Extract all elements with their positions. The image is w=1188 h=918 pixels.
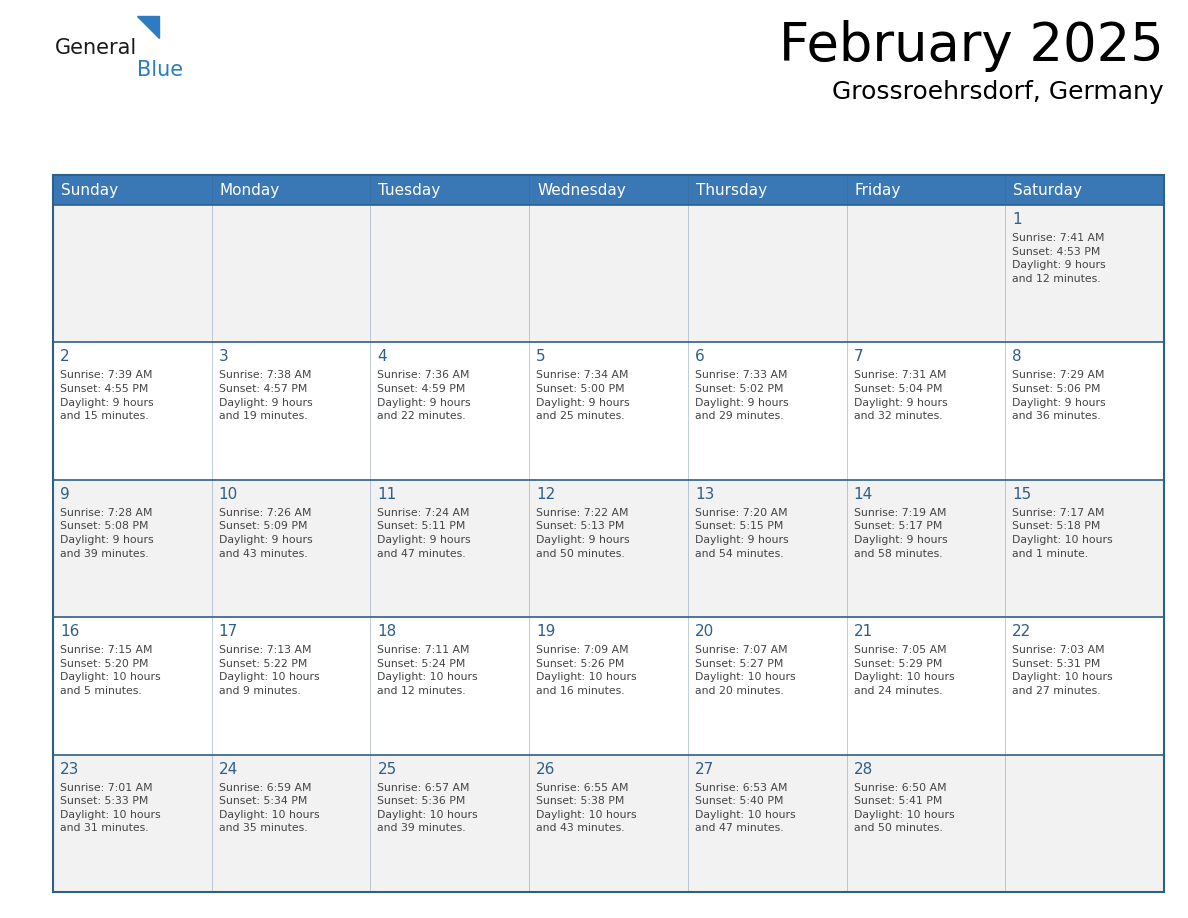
Text: Sunrise: 6:59 AM
Sunset: 5:34 PM
Daylight: 10 hours
and 35 minutes.: Sunrise: 6:59 AM Sunset: 5:34 PM Dayligh… (219, 783, 320, 834)
Text: Sunrise: 7:17 AM
Sunset: 5:18 PM
Daylight: 10 hours
and 1 minute.: Sunrise: 7:17 AM Sunset: 5:18 PM Dayligh… (1012, 508, 1113, 558)
Text: 15: 15 (1012, 487, 1031, 502)
Text: Sunrise: 6:53 AM
Sunset: 5:40 PM
Daylight: 10 hours
and 47 minutes.: Sunrise: 6:53 AM Sunset: 5:40 PM Dayligh… (695, 783, 796, 834)
Bar (53, 480, 1164, 617)
Text: Sunrise: 6:50 AM
Sunset: 5:41 PM
Daylight: 10 hours
and 50 minutes.: Sunrise: 6:50 AM Sunset: 5:41 PM Dayligh… (853, 783, 954, 834)
Text: Sunrise: 7:09 AM
Sunset: 5:26 PM
Daylight: 10 hours
and 16 minutes.: Sunrise: 7:09 AM Sunset: 5:26 PM Dayligh… (536, 645, 637, 696)
Text: Friday: Friday (854, 183, 901, 197)
Text: Saturday: Saturday (1013, 183, 1082, 197)
Text: Sunrise: 7:36 AM
Sunset: 4:59 PM
Daylight: 9 hours
and 22 minutes.: Sunrise: 7:36 AM Sunset: 4:59 PM Dayligh… (378, 370, 472, 421)
Text: Sunrise: 6:55 AM
Sunset: 5:38 PM
Daylight: 10 hours
and 43 minutes.: Sunrise: 6:55 AM Sunset: 5:38 PM Dayligh… (536, 783, 637, 834)
Text: Sunrise: 7:20 AM
Sunset: 5:15 PM
Daylight: 9 hours
and 54 minutes.: Sunrise: 7:20 AM Sunset: 5:15 PM Dayligh… (695, 508, 789, 558)
Text: Sunrise: 7:01 AM
Sunset: 5:33 PM
Daylight: 10 hours
and 31 minutes.: Sunrise: 7:01 AM Sunset: 5:33 PM Dayligh… (61, 783, 160, 834)
Text: 7: 7 (853, 350, 864, 364)
Text: Sunrise: 7:03 AM
Sunset: 5:31 PM
Daylight: 10 hours
and 27 minutes.: Sunrise: 7:03 AM Sunset: 5:31 PM Dayligh… (1012, 645, 1113, 696)
Text: Sunrise: 7:28 AM
Sunset: 5:08 PM
Daylight: 9 hours
and 39 minutes.: Sunrise: 7:28 AM Sunset: 5:08 PM Dayligh… (61, 508, 153, 558)
Text: 27: 27 (695, 762, 714, 777)
Text: Sunrise: 7:24 AM
Sunset: 5:11 PM
Daylight: 9 hours
and 47 minutes.: Sunrise: 7:24 AM Sunset: 5:11 PM Dayligh… (378, 508, 472, 558)
Text: Monday: Monday (220, 183, 280, 197)
Bar (53, 617, 1164, 755)
Text: Sunrise: 7:11 AM
Sunset: 5:24 PM
Daylight: 10 hours
and 12 minutes.: Sunrise: 7:11 AM Sunset: 5:24 PM Dayligh… (378, 645, 478, 696)
Text: 4: 4 (378, 350, 387, 364)
Text: Tuesday: Tuesday (379, 183, 441, 197)
Text: General: General (55, 38, 138, 58)
Text: 6: 6 (695, 350, 704, 364)
Text: 9: 9 (61, 487, 70, 502)
Text: Sunrise: 7:41 AM
Sunset: 4:53 PM
Daylight: 9 hours
and 12 minutes.: Sunrise: 7:41 AM Sunset: 4:53 PM Dayligh… (1012, 233, 1106, 284)
Text: Sunrise: 7:34 AM
Sunset: 5:00 PM
Daylight: 9 hours
and 25 minutes.: Sunrise: 7:34 AM Sunset: 5:00 PM Dayligh… (536, 370, 630, 421)
Text: Sunrise: 7:05 AM
Sunset: 5:29 PM
Daylight: 10 hours
and 24 minutes.: Sunrise: 7:05 AM Sunset: 5:29 PM Dayligh… (853, 645, 954, 696)
Text: 12: 12 (536, 487, 556, 502)
Text: 14: 14 (853, 487, 873, 502)
Text: 16: 16 (61, 624, 80, 639)
Bar (53, 342, 1164, 480)
Text: Sunrise: 7:33 AM
Sunset: 5:02 PM
Daylight: 9 hours
and 29 minutes.: Sunrise: 7:33 AM Sunset: 5:02 PM Dayligh… (695, 370, 789, 421)
Text: Sunrise: 7:19 AM
Sunset: 5:17 PM
Daylight: 9 hours
and 58 minutes.: Sunrise: 7:19 AM Sunset: 5:17 PM Dayligh… (853, 508, 947, 558)
Text: 2: 2 (61, 350, 70, 364)
Bar (53, 175, 1164, 892)
Text: 20: 20 (695, 624, 714, 639)
Text: 11: 11 (378, 487, 397, 502)
Text: 13: 13 (695, 487, 714, 502)
Bar (53, 755, 1164, 892)
Text: 5: 5 (536, 350, 545, 364)
Polygon shape (137, 16, 159, 38)
Text: Sunrise: 6:57 AM
Sunset: 5:36 PM
Daylight: 10 hours
and 39 minutes.: Sunrise: 6:57 AM Sunset: 5:36 PM Dayligh… (378, 783, 478, 834)
Text: Sunrise: 7:07 AM
Sunset: 5:27 PM
Daylight: 10 hours
and 20 minutes.: Sunrise: 7:07 AM Sunset: 5:27 PM Dayligh… (695, 645, 796, 696)
Text: 10: 10 (219, 487, 238, 502)
Bar (53, 175, 1164, 205)
Text: 24: 24 (219, 762, 238, 777)
Text: 18: 18 (378, 624, 397, 639)
Text: 26: 26 (536, 762, 556, 777)
Text: 22: 22 (1012, 624, 1031, 639)
Text: 3: 3 (219, 350, 228, 364)
Text: Sunrise: 7:13 AM
Sunset: 5:22 PM
Daylight: 10 hours
and 9 minutes.: Sunrise: 7:13 AM Sunset: 5:22 PM Dayligh… (219, 645, 320, 696)
Text: 25: 25 (378, 762, 397, 777)
Text: Sunrise: 7:22 AM
Sunset: 5:13 PM
Daylight: 9 hours
and 50 minutes.: Sunrise: 7:22 AM Sunset: 5:13 PM Dayligh… (536, 508, 630, 558)
Text: Thursday: Thursday (696, 183, 767, 197)
Text: Sunrise: 7:26 AM
Sunset: 5:09 PM
Daylight: 9 hours
and 43 minutes.: Sunrise: 7:26 AM Sunset: 5:09 PM Dayligh… (219, 508, 312, 558)
Text: 8: 8 (1012, 350, 1022, 364)
Text: February 2025: February 2025 (779, 20, 1164, 72)
Text: 23: 23 (61, 762, 80, 777)
Text: Grossroehrsdorf, Germany: Grossroehrsdorf, Germany (833, 80, 1164, 104)
Text: 17: 17 (219, 624, 238, 639)
Text: Sunrise: 7:31 AM
Sunset: 5:04 PM
Daylight: 9 hours
and 32 minutes.: Sunrise: 7:31 AM Sunset: 5:04 PM Dayligh… (853, 370, 947, 421)
Text: 1: 1 (1012, 212, 1022, 227)
Bar (53, 205, 1164, 342)
Text: 28: 28 (853, 762, 873, 777)
Text: Sunday: Sunday (61, 183, 118, 197)
Text: Sunrise: 7:29 AM
Sunset: 5:06 PM
Daylight: 9 hours
and 36 minutes.: Sunrise: 7:29 AM Sunset: 5:06 PM Dayligh… (1012, 370, 1106, 421)
Text: 19: 19 (536, 624, 556, 639)
Text: Blue: Blue (137, 60, 183, 80)
Text: Sunrise: 7:39 AM
Sunset: 4:55 PM
Daylight: 9 hours
and 15 minutes.: Sunrise: 7:39 AM Sunset: 4:55 PM Dayligh… (61, 370, 153, 421)
Text: Sunrise: 7:38 AM
Sunset: 4:57 PM
Daylight: 9 hours
and 19 minutes.: Sunrise: 7:38 AM Sunset: 4:57 PM Dayligh… (219, 370, 312, 421)
Text: Sunrise: 7:15 AM
Sunset: 5:20 PM
Daylight: 10 hours
and 5 minutes.: Sunrise: 7:15 AM Sunset: 5:20 PM Dayligh… (61, 645, 160, 696)
Text: 21: 21 (853, 624, 873, 639)
Text: Wednesday: Wednesday (537, 183, 626, 197)
